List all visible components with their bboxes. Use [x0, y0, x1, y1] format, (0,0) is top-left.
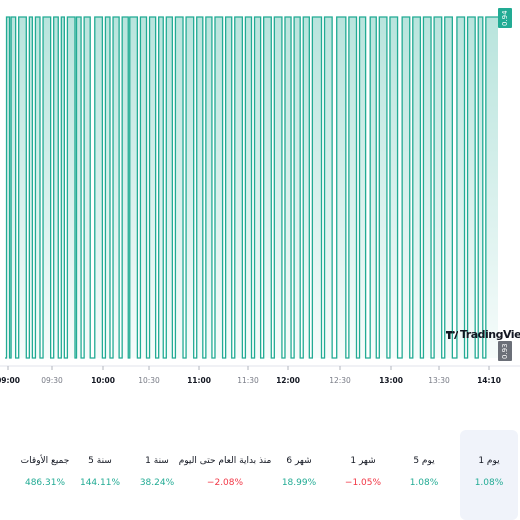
tab-period-0[interactable]: جميع الأوقات 486.31% — [10, 430, 80, 520]
x-tick-label: 11:30 — [237, 376, 259, 385]
x-tick-label: 09:00 — [0, 376, 20, 385]
tab-label: 1 سنة — [145, 456, 169, 466]
x-tick-label: 11:00 — [187, 376, 211, 385]
x-tick-label: 12:30 — [329, 376, 351, 385]
x-tick-label: 13:30 — [428, 376, 450, 385]
price-label-low: 0.93 — [498, 341, 512, 361]
tab-label: 5 يوم — [413, 456, 435, 466]
tab-label: 5 سنة — [88, 456, 112, 466]
tradingview-logo[interactable]: TradingView — [446, 328, 520, 341]
chart-svg[interactable] — [0, 0, 520, 370]
x-axis-labels: 09:00 09:30 10:00 10:30 11:00 11:30 12:00 12:30… — [0, 376, 501, 385]
tab-period-7[interactable]: 1 يوم 1.08% — [460, 430, 518, 520]
tradingview-logo-icon — [446, 330, 458, 339]
tab-change-value: −2.08% — [206, 478, 244, 488]
tab-change-value: 144.11% — [79, 478, 121, 488]
price-label-high: 0.94 — [498, 8, 512, 28]
period-tabs: جميع الأوقات 486.31% 5 سنة 144.11% 1 سنة 38.2… — [0, 430, 520, 520]
tab-label: منذ بداية العام حتى اليوم — [178, 456, 272, 466]
tab-period-4[interactable]: 6 شهر 18.99% — [274, 430, 324, 520]
tab-period-6[interactable]: 5 يوم 1.08% — [399, 430, 449, 520]
tab-label: جميع الأوقات — [20, 456, 70, 466]
tradingview-wordmark: TradingView — [460, 328, 520, 341]
tab-change-value: 18.99% — [281, 478, 317, 488]
price-chart[interactable]: 0.94 0.93 TradingView — [0, 0, 520, 370]
tab-label: 6 شهر — [286, 456, 312, 466]
tab-change-value: −1.05% — [344, 478, 382, 488]
x-tick-label: 14:10 — [477, 376, 501, 385]
x-tick-label: 10:30 — [138, 376, 160, 385]
x-tick-label: 09:30 — [41, 376, 63, 385]
tab-period-5[interactable]: 1 شهر −1.05% — [338, 430, 388, 520]
x-tick-label: 13:00 — [379, 376, 403, 385]
x-tick-label: 12:00 — [276, 376, 300, 385]
tab-change-value: 486.31% — [24, 478, 66, 488]
tab-period-3[interactable]: منذ بداية العام حتى اليوم −2.08% — [178, 430, 272, 520]
x-tick-label: 10:00 — [91, 376, 115, 385]
tab-label: 1 شهر — [350, 456, 376, 466]
tab-change-value: 38.24% — [139, 478, 175, 488]
tab-change-value: 1.08% — [474, 478, 504, 488]
tab-change-value: 1.08% — [409, 478, 439, 488]
series-line — [5, 16, 498, 359]
tab-period-2[interactable]: 1 سنة 38.24% — [132, 430, 182, 520]
tab-period-1[interactable]: 5 سنة 144.11% — [75, 430, 125, 520]
tab-label: 1 يوم — [478, 456, 500, 466]
